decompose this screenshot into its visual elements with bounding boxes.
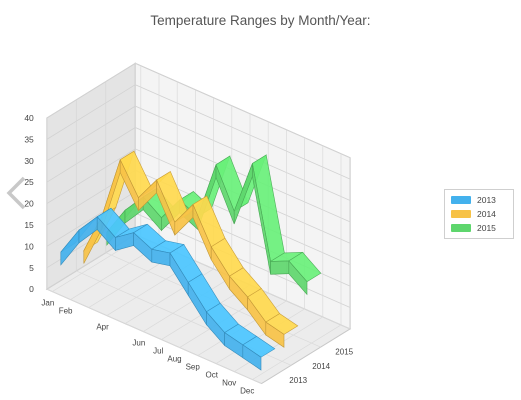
y-tick-label: 5 xyxy=(29,263,34,273)
chart-legend: 2013 2014 2015 xyxy=(444,189,514,239)
legend-item[interactable]: 2013 xyxy=(451,193,513,207)
x-tick-label: Oct xyxy=(206,371,219,380)
x-tick-label: Jan xyxy=(41,299,54,308)
legend-label: 2014 xyxy=(477,209,496,219)
ribbon-front-segment xyxy=(270,260,290,275)
legend-label: 2015 xyxy=(477,223,496,233)
ribbon-front-segment xyxy=(242,344,262,371)
x-tick-label: Apr xyxy=(96,323,109,332)
ribbon-front-segment xyxy=(265,321,285,348)
x-tick-label: Dec xyxy=(240,387,254,396)
legend-item[interactable]: 2014 xyxy=(451,207,513,221)
legend-item[interactable]: 2015 xyxy=(451,221,513,235)
x-tick-label: Jul xyxy=(153,347,163,356)
y-tick-label: 25 xyxy=(24,177,34,187)
legend-swatch xyxy=(451,210,471,218)
y-tick-label: 0 xyxy=(29,284,34,294)
depth-tick-label: 2014 xyxy=(312,362,330,371)
x-tick-label: Aug xyxy=(167,355,181,364)
y-tick-label: 15 xyxy=(24,220,34,230)
depth-tick-label: 2015 xyxy=(335,348,353,357)
y-tick-label: 35 xyxy=(24,134,34,144)
chart-title: Temperature Ranges by Month/Year: xyxy=(150,13,371,28)
chart-ribbons xyxy=(60,150,322,371)
depth-tick-label: 2013 xyxy=(289,376,307,385)
chevron-left-icon xyxy=(6,176,26,210)
y-tick-label: 40 xyxy=(24,113,34,123)
ribbon-front-segment xyxy=(288,260,308,296)
x-tick-label: Sep xyxy=(186,363,201,372)
series-2013 xyxy=(60,207,276,371)
legend-swatch xyxy=(451,196,471,204)
x-tick-label: Jun xyxy=(132,339,145,348)
y-tick-label: 10 xyxy=(24,241,34,251)
legend-swatch xyxy=(451,224,471,232)
y-tick-label: 30 xyxy=(24,156,34,166)
legend-label: 2013 xyxy=(477,195,496,205)
x-tick-label: Feb xyxy=(59,307,73,316)
chart-ticks: 0 5 10 15 20 25 30 35 40 Jan Feb Apr Jun Jul Aug Sep Oct… xyxy=(24,113,353,396)
y-tick-label: 20 xyxy=(24,199,34,209)
grid-line xyxy=(46,288,262,384)
x-tick-label: Nov xyxy=(222,379,236,388)
previous-chart-button[interactable] xyxy=(4,176,30,210)
